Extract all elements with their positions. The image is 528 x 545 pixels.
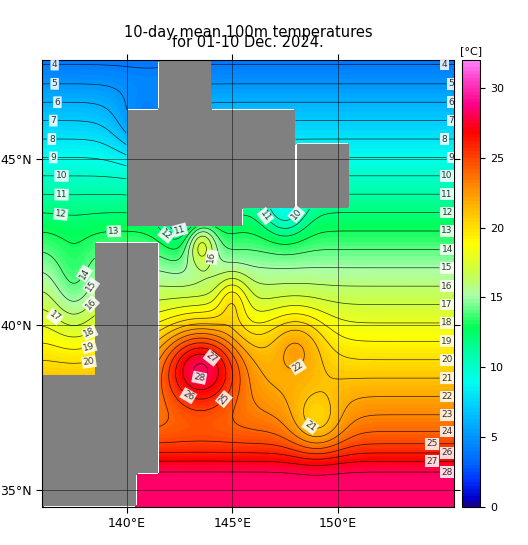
Text: 18: 18 (82, 326, 97, 340)
Text: 15: 15 (84, 279, 98, 293)
Text: 6: 6 (54, 98, 60, 107)
Text: 5: 5 (52, 80, 58, 88)
Text: 12: 12 (55, 209, 67, 219)
Text: 6: 6 (448, 98, 454, 107)
Text: 10: 10 (441, 171, 453, 180)
Text: 22: 22 (291, 360, 305, 374)
Text: 18: 18 (441, 318, 453, 328)
Text: 9: 9 (448, 153, 454, 162)
Title: [°C]: [°C] (460, 46, 482, 56)
Text: 26: 26 (441, 449, 453, 457)
Text: 24: 24 (441, 427, 453, 436)
Text: 10: 10 (289, 207, 304, 222)
Text: 27: 27 (426, 457, 438, 466)
Text: 17: 17 (441, 300, 453, 309)
Text: 13: 13 (108, 227, 120, 236)
Text: for 01-10 Dec. 2024.: for 01-10 Dec. 2024. (172, 35, 324, 51)
Text: 8: 8 (441, 135, 447, 143)
Text: 21: 21 (303, 419, 318, 433)
Text: 19: 19 (82, 341, 96, 353)
Text: 11: 11 (441, 190, 453, 199)
Text: 10: 10 (56, 171, 67, 180)
Text: 9: 9 (50, 153, 56, 162)
Text: 27: 27 (204, 351, 219, 365)
Text: 7: 7 (448, 116, 454, 125)
Text: 5: 5 (448, 80, 454, 88)
Text: 21: 21 (441, 374, 453, 383)
Text: 25: 25 (217, 392, 231, 407)
Text: 14: 14 (441, 245, 453, 254)
Text: 11: 11 (173, 224, 187, 236)
Text: 11: 11 (258, 209, 272, 223)
Text: 20: 20 (441, 355, 453, 364)
Text: 8: 8 (49, 135, 55, 143)
Text: 26: 26 (181, 389, 195, 402)
Text: 10-day mean 100m temperatures: 10-day mean 100m temperatures (124, 25, 372, 40)
Text: 16: 16 (84, 297, 98, 311)
Text: 20: 20 (83, 357, 96, 367)
Text: 14: 14 (78, 267, 91, 281)
Text: 28: 28 (441, 468, 453, 476)
Text: 19: 19 (441, 337, 453, 346)
Text: 7: 7 (50, 116, 56, 125)
Text: 4: 4 (441, 60, 447, 69)
Text: 16: 16 (206, 251, 217, 264)
Text: 12: 12 (441, 208, 453, 217)
Text: 23: 23 (441, 410, 453, 419)
Text: 11: 11 (55, 190, 68, 199)
Text: 17: 17 (48, 310, 62, 324)
Text: 15: 15 (441, 263, 453, 272)
Text: 12: 12 (159, 228, 174, 242)
Text: 22: 22 (441, 392, 453, 401)
Text: 25: 25 (426, 439, 438, 448)
Text: 16: 16 (441, 282, 453, 290)
Text: 4: 4 (52, 60, 58, 69)
Text: 13: 13 (441, 227, 453, 235)
Text: 28: 28 (193, 372, 206, 383)
